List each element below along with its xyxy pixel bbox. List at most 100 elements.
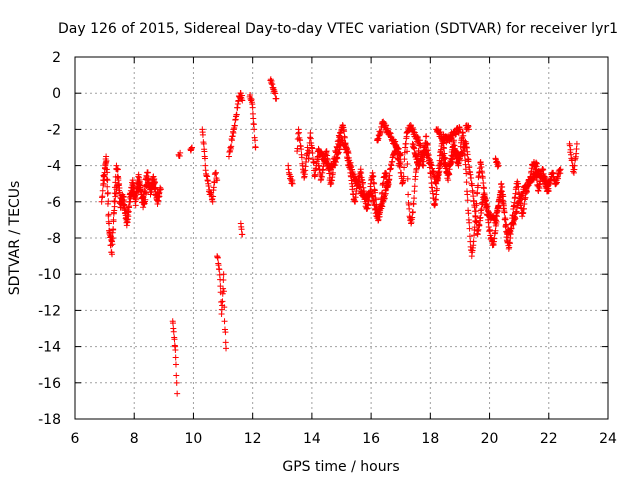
data-point [573, 140, 580, 147]
data-point [110, 218, 117, 225]
data-point [415, 137, 422, 144]
data-point [305, 155, 312, 162]
data-point [216, 266, 223, 273]
y-tick-label: -2 [47, 122, 61, 138]
data-point [252, 137, 259, 144]
x-axis-label: GPS time / hours [282, 459, 399, 475]
data-point [506, 240, 513, 247]
y-axis-label: SDTVAR / TECUs [7, 181, 23, 296]
data-point [104, 190, 111, 197]
data-point [217, 283, 224, 290]
data-point [173, 372, 180, 379]
data-point [111, 197, 118, 204]
data-point [231, 122, 238, 129]
data-point [466, 233, 473, 240]
data-point [297, 137, 304, 144]
data-point [126, 204, 133, 211]
data-point [103, 158, 110, 165]
data-point [406, 205, 413, 212]
data-point [477, 214, 484, 221]
data-point [170, 320, 177, 327]
data-point [409, 208, 416, 215]
data-point [359, 179, 366, 186]
data-point [220, 277, 227, 284]
data-point [557, 166, 564, 173]
data-point [463, 170, 470, 177]
data-point [111, 198, 118, 205]
data-point [143, 190, 150, 197]
data-point [121, 201, 128, 208]
x-tick-label: 18 [421, 431, 439, 447]
data-point [411, 195, 418, 202]
data-point [503, 221, 510, 228]
data-point [349, 183, 356, 190]
data-point [448, 135, 455, 142]
data-point [423, 133, 430, 140]
data-point [171, 336, 178, 343]
data-point [410, 201, 417, 208]
data-point [506, 244, 513, 251]
data-point [210, 184, 217, 191]
data-point [402, 140, 409, 147]
data-point [495, 202, 502, 209]
data-point [273, 95, 280, 102]
y-tick-label: -4 [47, 159, 61, 175]
data-point [222, 329, 229, 336]
data-point [307, 130, 314, 137]
data-point [222, 339, 229, 346]
data-point [404, 161, 411, 168]
y-tick-labels: 2 0 -2 -4 -6 -8 -10 -12 -14 -16 -18 [38, 50, 61, 428]
data-point [566, 142, 573, 149]
data-point [436, 168, 443, 175]
plot-frame [74, 56, 609, 420]
data-point [221, 304, 228, 311]
data-point [289, 180, 296, 187]
data-point [502, 216, 509, 223]
data-point [132, 202, 139, 209]
data-point [205, 182, 212, 189]
data-point [306, 148, 313, 155]
data-point [386, 172, 393, 179]
data-point [470, 238, 477, 245]
data-point [422, 143, 429, 150]
data-point [104, 200, 111, 207]
data-point [404, 175, 411, 182]
data-point [401, 156, 408, 163]
data-point [471, 224, 478, 231]
y-tick-label: -18 [38, 412, 61, 428]
x-tick-label: 22 [540, 431, 558, 447]
data-point [417, 157, 424, 164]
data-point [478, 206, 485, 213]
data-point [498, 188, 505, 195]
y-tick-label: -16 [38, 376, 61, 392]
y-tick-label: -8 [47, 231, 61, 247]
data-point [233, 111, 240, 118]
data-point [501, 209, 508, 216]
data-point [201, 155, 208, 162]
data-point [220, 288, 227, 295]
y-tick-label: -14 [38, 340, 61, 356]
data-point [188, 144, 195, 151]
data-point [476, 222, 483, 229]
data-point [553, 179, 560, 186]
data-point [221, 318, 228, 325]
y-tick-label: 2 [52, 50, 61, 66]
data-point [214, 177, 221, 184]
data-point [411, 183, 418, 190]
data-point [465, 156, 472, 163]
data-point [350, 171, 357, 178]
data-point [238, 226, 245, 233]
data-points [98, 76, 580, 397]
data-point [495, 162, 502, 169]
data-point [414, 133, 421, 140]
data-point [104, 183, 111, 190]
data-point [295, 129, 302, 136]
data-point [385, 177, 392, 184]
data-point [533, 160, 540, 167]
data-point [298, 154, 305, 161]
data-point [500, 202, 507, 209]
data-point [110, 226, 117, 233]
data-point [545, 187, 552, 194]
